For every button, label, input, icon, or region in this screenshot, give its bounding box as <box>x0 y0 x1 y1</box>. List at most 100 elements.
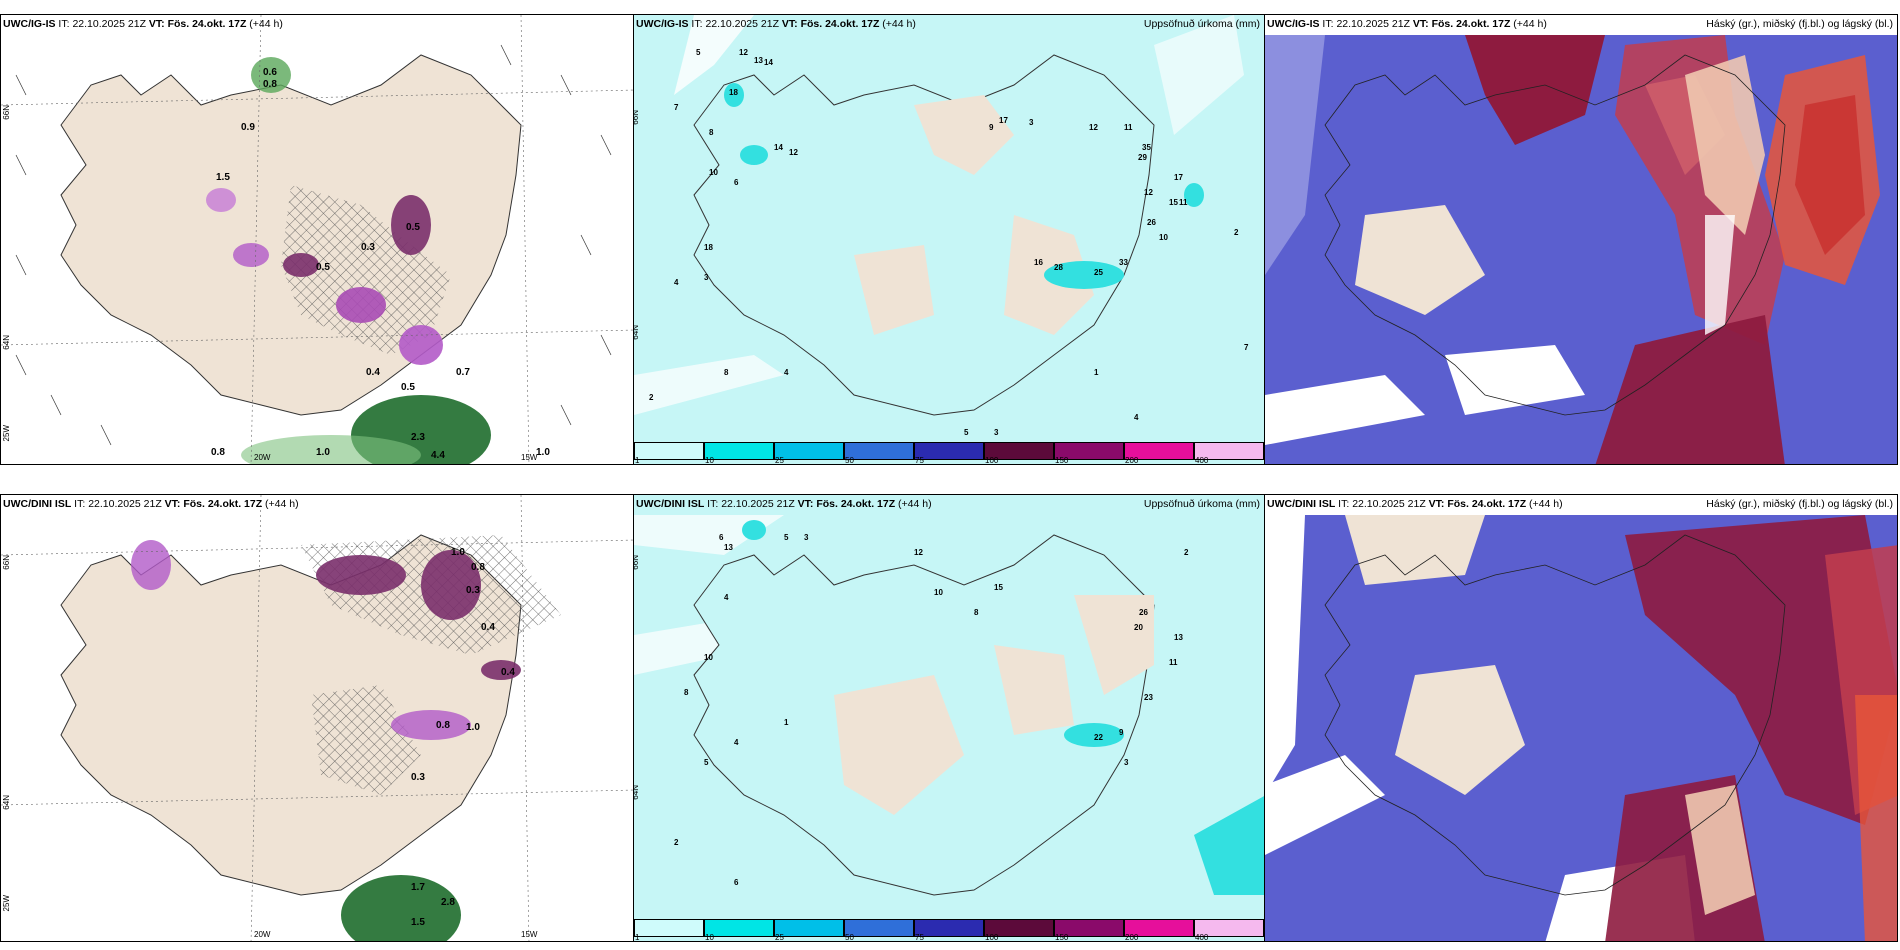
precip-labels: 1.0 0.8 0.3 0.4 0.4 0.8 1.0 0.3 2.8 1.5 … <box>411 547 515 928</box>
accum-label: 12 <box>1144 188 1153 197</box>
precip-label: 1.5 <box>216 172 230 183</box>
accum-label: 13 <box>754 56 763 65</box>
precip-label: 1.0 <box>536 447 550 458</box>
colorbar-cell <box>1054 442 1124 460</box>
accum-label: 13 <box>1174 633 1183 642</box>
accum-label: 26 <box>1147 218 1156 227</box>
accum-label: 10 <box>704 653 713 662</box>
accum-label: 13 <box>724 543 733 552</box>
colorbar-tick: 150 <box>1055 933 1069 942</box>
accum-label: 23 <box>1144 693 1153 702</box>
lon-label: 15W <box>521 930 538 939</box>
accum-label: 11 <box>1169 658 1178 667</box>
lat-label: 66N <box>2 105 11 120</box>
map-canvas: 0.6 0.8 0.9 1.5 0.5 0.3 0.5 0.4 0.7 0.5 … <box>1 15 633 464</box>
precip-label: 0.3 <box>361 242 375 253</box>
accum-label: 20 <box>1134 623 1143 632</box>
colorbar-cell <box>634 442 704 460</box>
accum-label: 7 <box>674 103 679 112</box>
panel-title-right: Uppsöfnuð úrkoma (mm) <box>1143 498 1260 510</box>
panel-header: UWC/DINI ISL IT: 22.10.2025 21Z VT: Fös.… <box>3 498 299 510</box>
accum-labels: 5 12 13 14 7 18 14 12 8 6 10 18 4 3 9 17… <box>649 48 1249 437</box>
colorbar-tick: 1 <box>635 933 640 942</box>
accum-label: 16 <box>1034 258 1043 267</box>
accum-label: 22 <box>1094 733 1103 742</box>
accum-label: 1 <box>784 718 789 727</box>
iceland-outline <box>1324 54 1786 416</box>
accum-label: 15 <box>1169 198 1178 207</box>
colorbar-tick: 150 <box>1055 456 1069 465</box>
precip-label: 0.5 <box>316 262 330 273</box>
lon-label: 20W <box>254 930 271 939</box>
accum-label: 14 <box>764 58 773 67</box>
colorbar: 1 10 25 50 75 100 150 200 400 <box>634 919 1264 941</box>
accum-label: 4 <box>724 593 729 602</box>
map-canvas <box>1265 515 1897 941</box>
accum-label: 3 <box>804 533 809 542</box>
lat-label: 66N <box>633 110 640 125</box>
map-panel-ig-is-wind: UWC/IG-IS IT: 22.10.2025 21Z VT: Fös. 24… <box>0 14 634 465</box>
colorbar-cell <box>634 919 704 937</box>
precip-label: 0.5 <box>401 382 415 393</box>
accum-label: 3 <box>704 273 709 282</box>
precip-label: 1.7 <box>411 882 425 893</box>
precip-label: 0.6 <box>263 67 277 78</box>
colorbar: 1 10 25 50 75 100 150 200 400 <box>634 442 1264 464</box>
colorbar-tick: 400 <box>1195 456 1209 465</box>
accum-label: 3 <box>1124 758 1129 767</box>
accum-label: 8 <box>684 688 689 697</box>
precip-label: 0.8 <box>211 447 225 458</box>
colorbar-cell <box>1124 442 1194 460</box>
panel-header: UWC/IG-IS IT: 22.10.2025 21Z VT: Fös. 24… <box>1267 18 1547 30</box>
accum-label: 4 <box>784 368 789 377</box>
precip-label: 0.8 <box>471 562 485 573</box>
colorbar-tick: 25 <box>775 456 784 465</box>
colorbar-tick: 100 <box>985 456 999 465</box>
colorbar-tick: 50 <box>845 456 854 465</box>
colorbar-tick: 1 <box>635 456 640 465</box>
accum-label: 1 <box>1094 368 1099 377</box>
lat-label: 64N <box>633 325 640 340</box>
map-canvas: 5 12 13 14 7 18 14 12 8 6 10 18 4 3 9 17… <box>634 15 1249 437</box>
accum-label: 25 <box>1094 268 1103 277</box>
colorbar-cell <box>984 442 1054 460</box>
accum-label: 5 <box>704 758 709 767</box>
hatched-area <box>281 185 451 355</box>
colorbar-tick: 50 <box>845 933 854 942</box>
precip-label: 1.5 <box>411 917 425 928</box>
precip-labels: 0.6 0.8 0.9 1.5 0.5 0.3 0.5 0.4 0.7 0.5 … <box>211 67 550 461</box>
precip-label: 0.8 <box>263 79 277 90</box>
precip-label: 0.5 <box>406 222 420 233</box>
accum-label: 3 <box>994 428 999 437</box>
lon-label: 15W <box>521 453 538 462</box>
accum-label: 2 <box>1234 228 1239 237</box>
accum-label: 33 <box>1119 258 1128 267</box>
accum-label: 6 <box>734 878 739 887</box>
accum-label: 12 <box>1089 123 1098 132</box>
colorbar-cell <box>1124 919 1194 937</box>
precip-label: 2.3 <box>411 432 425 443</box>
accum-label: 18 <box>729 88 738 97</box>
accum-label: 11 <box>1124 123 1133 132</box>
lon-label: 25W <box>2 425 11 442</box>
colorbar-cell <box>914 919 984 937</box>
panel-header: UWC/IG-IS IT: 22.10.2025 21Z VT: Fös. 24… <box>3 18 283 30</box>
panel-header: UWC/IG-IS IT: 22.10.2025 21Z VT: Fös. 24… <box>636 18 916 30</box>
panel-header: UWC/DINI ISL IT: 22.10.2025 21Z VT: Fös.… <box>1267 498 1563 510</box>
accum-label: 3 <box>1029 118 1034 127</box>
lat-label: 64N <box>633 785 640 800</box>
colorbar-cell <box>1194 442 1264 460</box>
colorbar-cell <box>844 919 914 937</box>
colorbar-cell <box>984 919 1054 937</box>
accum-label: 12 <box>789 148 798 157</box>
precip-label: 1.0 <box>316 447 330 458</box>
accum-label: 2 <box>1184 548 1189 557</box>
accum-label: 18 <box>704 243 713 252</box>
precip-label: 0.4 <box>366 367 380 378</box>
colorbar-tick: 25 <box>775 933 784 942</box>
panel-title-right: Háský (gr.), miðský (fj.bl.) og lágský (… <box>1706 498 1893 510</box>
accum-label: 10 <box>1159 233 1168 242</box>
accum-label: 5 <box>784 533 789 542</box>
colorbar-cell <box>704 919 774 937</box>
precip-label: 1.0 <box>451 547 465 558</box>
